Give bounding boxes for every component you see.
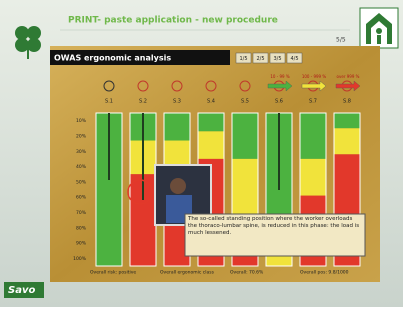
footer-note: Overall ergonomic class [160, 270, 215, 276]
y-tick-label: 100% [73, 256, 87, 262]
panel-title: OWAS ergonomic analysis [54, 54, 171, 63]
footer-note: Overall pos: 9.8/1000 [300, 270, 349, 276]
bar-segment [334, 128, 360, 154]
column-label: S.6 [275, 99, 283, 105]
y-tick-label: 30% [76, 149, 87, 155]
y-tick-label: 60% [76, 195, 87, 201]
page-number: 5/5 [336, 37, 346, 44]
column-label: S.8 [343, 99, 351, 105]
footer-note: Overall: 70.6% [230, 270, 264, 276]
legend-label: over 999 % [337, 74, 360, 79]
slide: PRINT- paste application - new procedure… [0, 0, 403, 307]
company-logo [360, 8, 398, 48]
bar-segment [232, 113, 258, 159]
tab-label: 3/5 [273, 56, 281, 62]
footer-logo: Savo [8, 285, 35, 296]
callout: The so-called standing position where th… [188, 216, 362, 256]
footer-note: Overall risk: positive [90, 270, 136, 276]
bar-segment [300, 159, 326, 196]
bar-segment [198, 113, 224, 131]
y-tick-label: 40% [76, 164, 87, 170]
callout-text: The so-called standing position where th… [188, 216, 362, 237]
bar-segment [300, 113, 326, 159]
y-tick-label: 90% [76, 241, 87, 247]
bar-segment [198, 131, 224, 159]
column-label: S.7 [309, 99, 317, 105]
column-label: S.5 [241, 99, 249, 105]
tab-label: 1/5 [239, 56, 247, 62]
y-tick-label: 80% [76, 225, 87, 231]
column-label: S.3 [173, 99, 181, 105]
column-label: S.4 [207, 99, 215, 105]
bar-segment [334, 113, 360, 128]
y-tick-label: 70% [76, 210, 87, 216]
tab-label: 2/5 [256, 56, 264, 62]
slide-title: PRINT- paste application - new procedure [68, 16, 278, 26]
y-tick-label: 10% [76, 118, 87, 124]
legend-label: 10 - 99 % [270, 74, 289, 79]
bar-segment [164, 113, 190, 141]
column-label: S.1 [105, 99, 113, 105]
column-label: S.2 [139, 99, 147, 105]
y-tick-label: 50% [76, 179, 87, 185]
tab-label: 4/5 [290, 56, 298, 62]
legend-label: 100 - 999 % [302, 74, 327, 79]
y-tick-label: 20% [76, 133, 87, 139]
